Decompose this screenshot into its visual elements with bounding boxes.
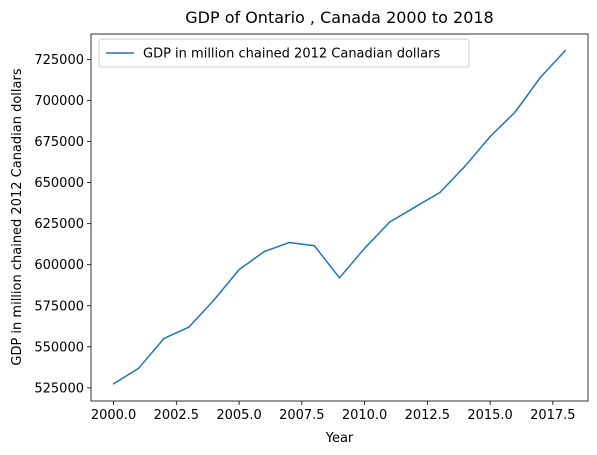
y-axis: 525000 550000 575000 600000 625000 650000 6750… <box>34 53 91 396</box>
data-point-2004 <box>213 299 215 301</box>
gdp-series-line <box>113 49 566 385</box>
y-tick-label: 600000 <box>34 258 84 273</box>
data-point-2009 <box>338 277 341 279</box>
data-point-2006 <box>263 250 266 253</box>
y-axis-label: GDP in million chained 2012 Canadian dol… <box>10 68 25 365</box>
data-point-2002 <box>163 337 165 340</box>
x-tick-label: 2017.5 <box>530 408 576 423</box>
y-tick-label: 575000 <box>34 299 84 314</box>
plot-frame <box>90 33 589 402</box>
legend: GDP in million chained 2012 Canadian dol… <box>98 38 470 68</box>
y-tick-label: 525000 <box>34 381 84 396</box>
data-point-2012 <box>414 206 416 208</box>
data-point-2011 <box>388 221 391 223</box>
x-axis: 2000.0 2002.5 2005.0 2007.5 2010.0 2012.5 2015… <box>91 401 576 423</box>
legend-label: GDP in million chained 2012 Canadian dol… <box>143 47 440 62</box>
data-point-2015 <box>489 135 491 138</box>
y-tick-label: 625000 <box>34 217 84 232</box>
data-point-2007 <box>288 241 291 244</box>
x-tick-label: 2002.5 <box>154 408 200 423</box>
y-tick-label: 700000 <box>34 94 84 109</box>
x-tick-label: 2000.0 <box>91 408 137 423</box>
data-point-2001 <box>137 367 140 370</box>
x-tick-label: 2005.0 <box>216 408 262 423</box>
y-tick-label: 650000 <box>34 176 84 191</box>
plot-area <box>90 33 589 402</box>
y-tick-label: 550000 <box>34 340 84 355</box>
chart-title: GDP of Ontario , Canada 2000 to 2018 <box>185 8 493 27</box>
data-point-2005 <box>238 268 240 271</box>
data-point-2018 <box>564 49 567 52</box>
data-point-2000 <box>112 383 115 385</box>
x-tick-label: 2015.0 <box>467 408 513 423</box>
x-tick-label: 2012.5 <box>405 408 451 423</box>
x-tick-label: 2007.5 <box>279 408 325 423</box>
legend-frame <box>98 38 470 68</box>
y-tick-label: 725000 <box>34 53 84 68</box>
data-point-2017 <box>539 76 542 79</box>
data-point-2003 <box>188 326 190 328</box>
data-point-2008 <box>313 245 316 247</box>
data-point-2016 <box>514 111 516 113</box>
x-axis-label: Year <box>325 431 354 446</box>
x-tick-label: 2010.0 <box>342 408 388 423</box>
data-point-2010 <box>363 247 366 250</box>
y-tick-label: 675000 <box>34 135 84 150</box>
data-point-2013 <box>439 191 441 194</box>
data-point-2014 <box>464 165 466 167</box>
